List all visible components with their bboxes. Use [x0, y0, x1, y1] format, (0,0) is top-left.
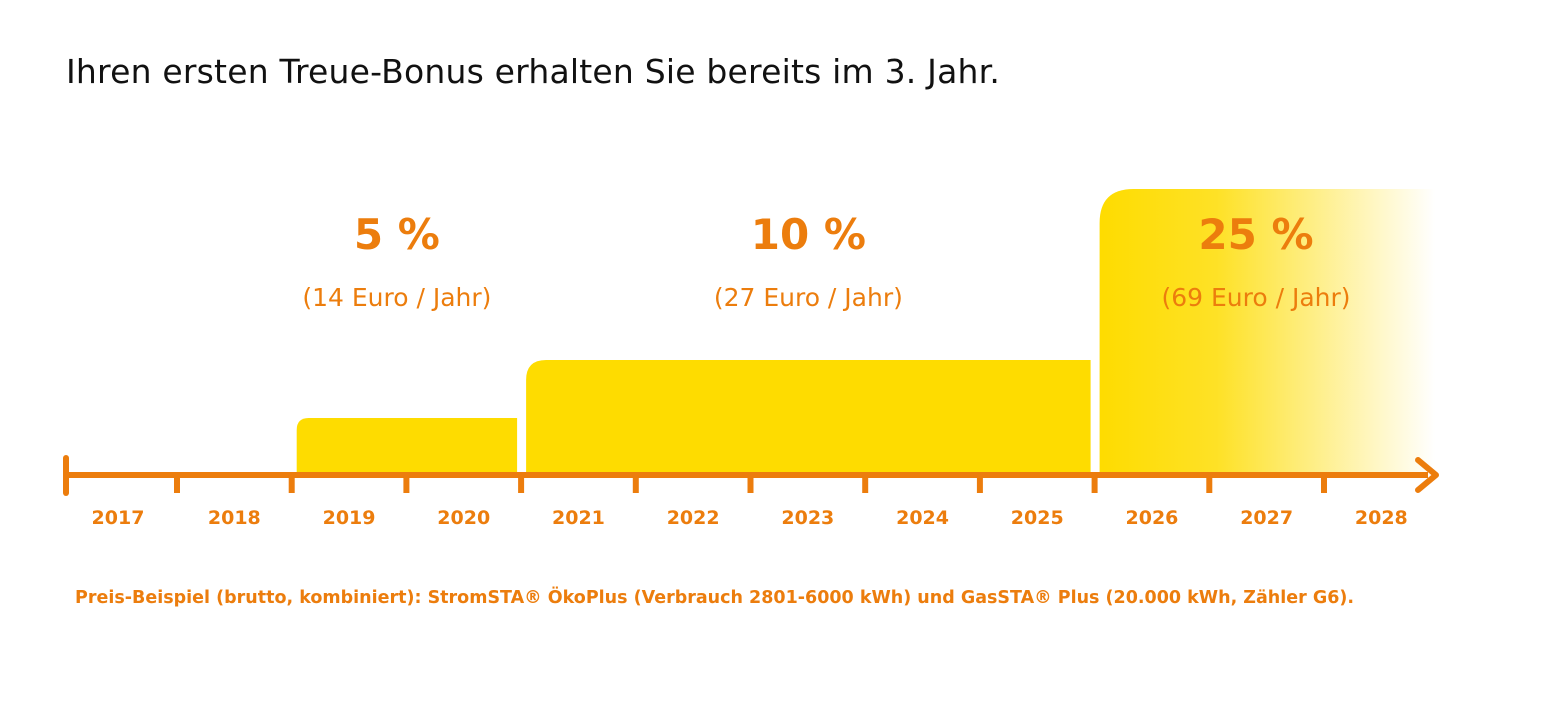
bonus-euro-label: (14 Euro / Jahr): [302, 283, 491, 312]
year-label: 2023: [781, 507, 834, 529]
chart-title: Ihren ersten Treue-Bonus erhalten Sie be…: [66, 52, 1001, 91]
year-label: 2020: [437, 507, 490, 529]
year-label: 2019: [323, 507, 376, 529]
year-label: 2028: [1355, 507, 1408, 529]
year-label: 2017: [92, 507, 145, 529]
bonus-percent-label: 5 %: [354, 210, 440, 259]
bonus-euro-label: (27 Euro / Jahr): [714, 283, 903, 312]
bonus-euro-label: (69 Euro / Jahr): [1161, 283, 1350, 312]
year-label: 2024: [896, 507, 949, 529]
year-label: 2026: [1126, 507, 1179, 529]
bonus-bar-25pct: [1099, 189, 1435, 475]
bonus-bar-5pct: [296, 418, 518, 475]
year-label: 2018: [208, 507, 261, 529]
timeline-arrow-head: [1415, 457, 1439, 493]
bonus-bar-10pct: [526, 360, 1091, 475]
bonus-percent-label: 10 %: [751, 210, 866, 259]
year-label: 2027: [1240, 507, 1293, 529]
year-label: 2025: [1011, 507, 1064, 529]
price-example-footnote: Preis-Beispiel (brutto, kombiniert): Str…: [75, 588, 1355, 608]
year-label: 2022: [667, 507, 720, 529]
bonus-percent-label: 25 %: [1198, 210, 1313, 259]
year-label: 2021: [552, 507, 605, 529]
